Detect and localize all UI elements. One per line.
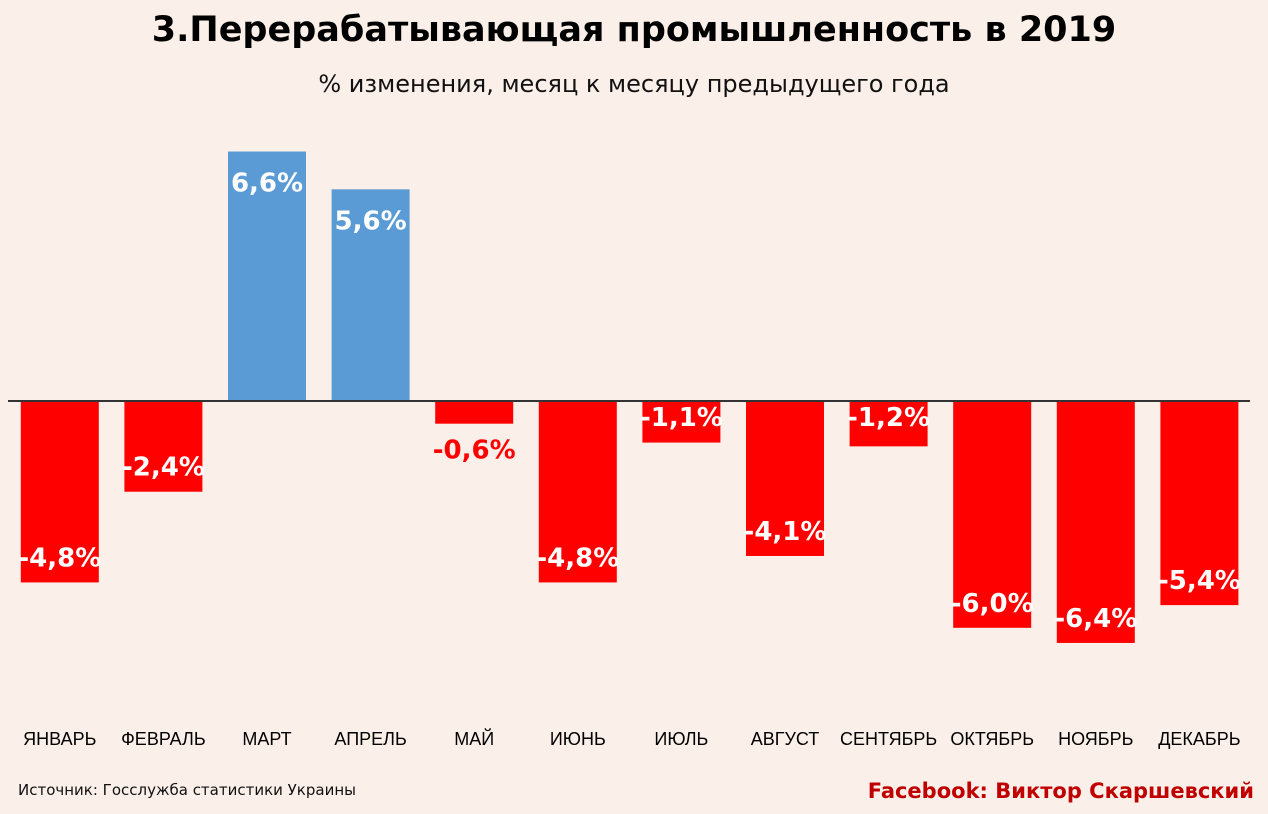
data-label: 5,6% — [335, 206, 407, 236]
bar — [642, 401, 721, 443]
bar — [331, 189, 410, 401]
bar — [1160, 401, 1239, 606]
data-label: -2,4% — [122, 453, 205, 483]
category-label: АПРЕЛЬ — [334, 729, 406, 749]
data-label: -4,8% — [536, 543, 619, 573]
category-label: МАЙ — [454, 728, 494, 749]
category-label: ЯНВАРЬ — [23, 729, 96, 749]
data-label: -1,1% — [640, 403, 723, 433]
category-label: МАРТ — [242, 729, 291, 749]
data-label: -4,8% — [18, 543, 101, 573]
bar — [746, 401, 824, 556]
bar — [228, 151, 306, 401]
bar — [435, 401, 514, 424]
data-label: -1,2% — [847, 403, 930, 433]
author-credit: Facebook: Виктор Скаршевский — [867, 779, 1254, 803]
category-label: ДЕКАБРЬ — [1158, 729, 1240, 749]
category-label: СЕНТЯБРЬ — [840, 729, 937, 749]
category-label: НОЯБРЬ — [1058, 729, 1133, 749]
data-label: -0,6% — [433, 436, 516, 466]
data-label: -6,0% — [951, 589, 1034, 619]
category-label: ФЕВРАЛЬ — [121, 729, 206, 749]
bar — [1056, 401, 1135, 643]
chart-title: 3.Перерабатывающая промышленность в 2019 — [151, 10, 1117, 50]
bar — [538, 401, 617, 583]
chart-subtitle: % изменения, месяц к месяцу предыдущего … — [318, 70, 950, 98]
data-label: -5,4% — [1158, 566, 1241, 596]
bar — [124, 401, 203, 492]
data-label: -4,1% — [744, 517, 827, 547]
source-note: Источник: Госслужба статистики Украины — [18, 781, 356, 799]
category-label: ОКТЯБРЬ — [950, 729, 1034, 749]
category-label: АВГУСТ — [751, 729, 820, 749]
data-label: 6,6% — [231, 169, 303, 199]
bar — [849, 401, 928, 447]
category-label: ИЮНЬ — [550, 729, 606, 749]
category-label: ИЮЛЬ — [654, 729, 708, 749]
bar — [953, 401, 1032, 628]
data-label: -6,4% — [1054, 604, 1137, 634]
bar — [20, 401, 99, 583]
